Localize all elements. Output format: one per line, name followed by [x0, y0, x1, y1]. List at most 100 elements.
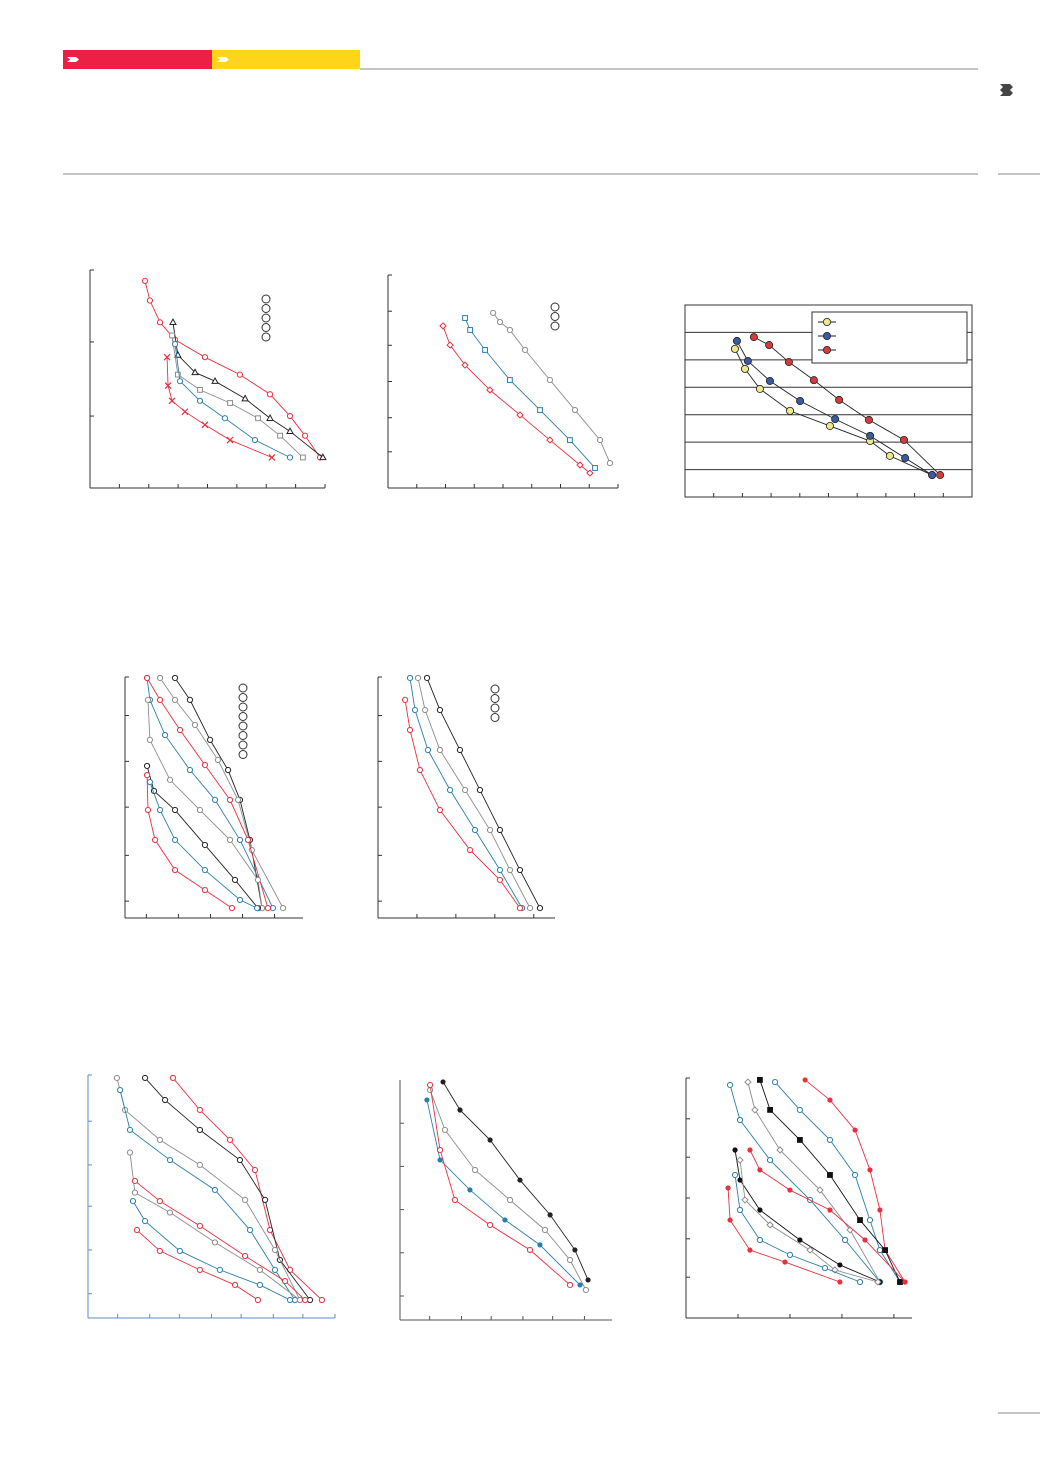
data-point [731, 1171, 739, 1179]
data-point [271, 1246, 279, 1254]
legend-symbol [823, 345, 832, 354]
data-point [439, 322, 447, 330]
chart [685, 1077, 912, 1319]
charts [87, 269, 973, 1321]
data-point [749, 333, 758, 342]
data-point [133, 1226, 141, 1234]
data-point [816, 1186, 824, 1194]
data-point [169, 332, 175, 339]
data-point [821, 1264, 829, 1272]
data-point [867, 1167, 873, 1173]
data-point [156, 1198, 163, 1205]
data-point [743, 356, 752, 365]
data-point [406, 726, 414, 734]
data-point [771, 1078, 779, 1086]
chart [87, 1074, 336, 1319]
data-point [261, 1196, 269, 1204]
data-point [318, 1296, 326, 1304]
data-point [226, 1136, 234, 1143]
data-point [166, 1156, 174, 1164]
data-point [506, 866, 514, 874]
data-point [141, 1074, 149, 1082]
data-point [156, 696, 164, 703]
data-point [246, 1226, 254, 1234]
data-point [161, 1096, 169, 1104]
data-point [482, 347, 488, 353]
data-point [176, 726, 184, 734]
data-point [286, 1296, 294, 1304]
data-point [502, 1217, 508, 1223]
data-point [296, 1296, 304, 1304]
series-line [739, 1160, 878, 1283]
data-point [606, 459, 614, 467]
data-point [166, 776, 174, 784]
legend-symbol [238, 693, 248, 702]
data-point [725, 1185, 731, 1191]
data-point [186, 766, 194, 774]
data-point [741, 1196, 749, 1204]
data-point [197, 387, 203, 393]
data-point [726, 1081, 734, 1089]
series-line [426, 677, 541, 909]
data-point [206, 736, 214, 744]
data-point [164, 382, 172, 389]
data-point [596, 436, 604, 444]
data-point [466, 846, 474, 854]
data-point [831, 415, 840, 424]
side-icon [1000, 84, 1013, 96]
data-point [744, 1078, 752, 1086]
data-point [582, 1286, 590, 1294]
data-point [141, 1217, 149, 1225]
data-point [471, 826, 479, 834]
series-line [147, 699, 263, 909]
data-point [269, 905, 277, 912]
data-point [171, 806, 179, 814]
data-point [827, 1097, 833, 1103]
series-line [144, 1077, 311, 1301]
data-point [827, 1172, 833, 1178]
header-tab-yellow [212, 50, 360, 69]
data-point [129, 1198, 137, 1205]
data-point [282, 1277, 289, 1285]
data-point [862, 1237, 868, 1243]
data-point [196, 1161, 203, 1169]
legend-symbol [550, 312, 560, 321]
data-point [827, 1207, 833, 1213]
series-line [129, 1152, 301, 1301]
data-point [126, 1149, 134, 1156]
data-point [541, 1226, 549, 1234]
data-point [201, 421, 209, 429]
legend-symbol [238, 683, 248, 693]
data-point [401, 696, 409, 703]
data-point [171, 836, 179, 844]
data-point [496, 318, 504, 326]
data-point [537, 1242, 543, 1248]
data-point [526, 1246, 534, 1254]
data-point [526, 905, 534, 912]
data-point [576, 461, 584, 469]
data-point [897, 1279, 903, 1285]
data-point [174, 371, 181, 378]
data-point [766, 1156, 774, 1164]
legend-symbol [261, 313, 271, 323]
series-line [171, 335, 304, 458]
data-point [786, 406, 795, 415]
data-point [546, 436, 554, 444]
data-point [496, 866, 504, 874]
data-point [876, 1246, 884, 1254]
data-point [268, 454, 276, 461]
series-line [149, 781, 258, 909]
series-line [119, 1089, 296, 1301]
data-point [467, 1187, 473, 1193]
data-point [279, 905, 287, 912]
data-point [226, 436, 234, 444]
data-point [266, 414, 274, 421]
data-point [866, 1216, 874, 1224]
data-point [730, 344, 739, 353]
data-point [736, 1206, 744, 1214]
data-point [441, 1126, 449, 1134]
data-point [143, 674, 151, 682]
data-point [755, 384, 764, 393]
legend-symbol [238, 702, 248, 712]
data-point [201, 841, 209, 849]
